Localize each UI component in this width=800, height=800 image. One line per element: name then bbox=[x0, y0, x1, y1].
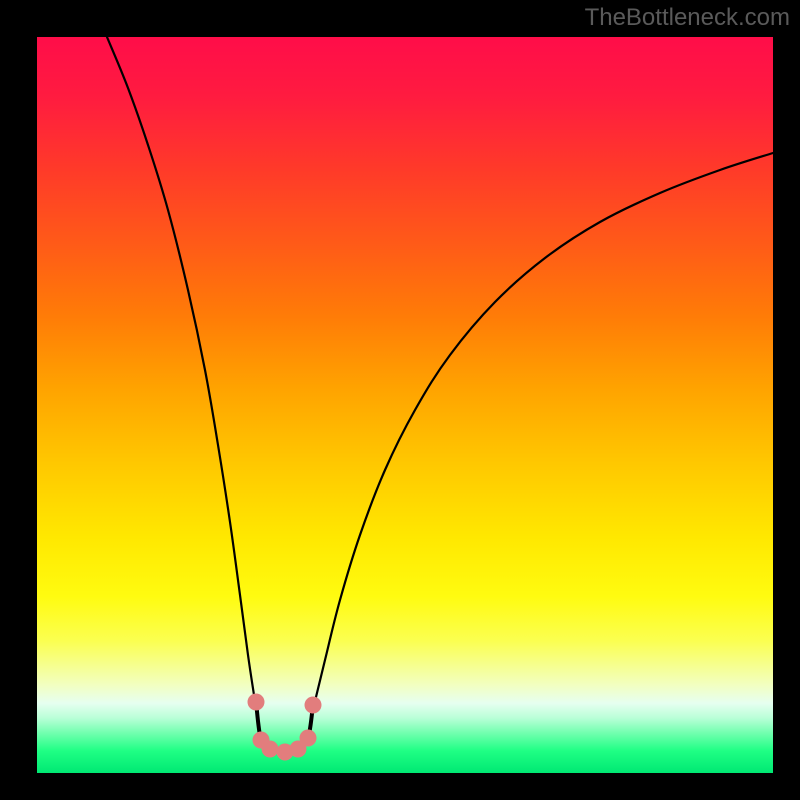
chart-container: TheBottleneck.com bbox=[0, 0, 800, 800]
bottleneck-chart bbox=[0, 0, 800, 800]
watermark: TheBottleneck.com bbox=[585, 4, 790, 32]
